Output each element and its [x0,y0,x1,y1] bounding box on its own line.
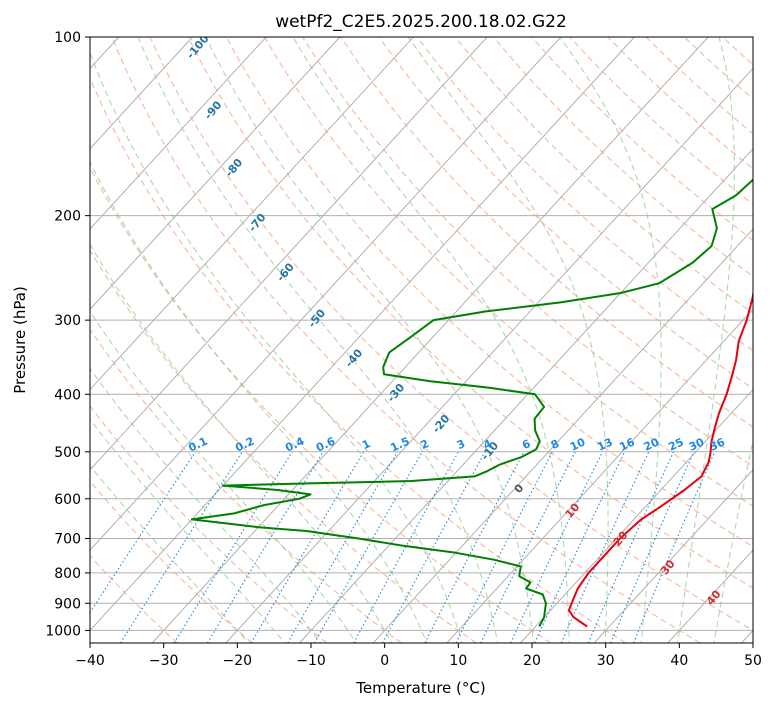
plot-area [90,37,753,643]
chart-title: wetPf2_C2E5.2025.200.18.02.G22 [275,12,567,32]
dry-adiabat [302,37,753,467]
mixing-ratio-line [353,451,459,643]
y-tick-label: 300 [54,313,81,329]
moist-adiabat [90,367,322,643]
dry-adiabat [90,76,626,643]
x-tick-label: 20 [523,653,541,669]
x-tick-label: 40 [670,653,688,669]
y-tick-label: 900 [54,596,81,612]
y-tick-label: 100 [54,30,81,46]
y-tick-label: 700 [54,532,81,548]
moist-adiabat [713,437,753,643]
temperature-profile-line [567,289,753,628]
y-tick-label: 400 [54,387,81,403]
mixing-ratio-label: 13 [595,435,614,453]
isotherm-gridline [90,37,414,391]
mixing-ratio-line [90,451,196,614]
x-tick-label: −10 [296,653,326,669]
isotherm-gridline [372,228,753,643]
moist-adiabat [205,37,534,643]
dry-adiabat [263,37,753,507]
dry-adiabat [111,37,701,643]
mixing-ratio-line [120,451,243,643]
isotherm-gridline [90,37,488,471]
mixing-ratio-label: 30 [687,435,707,453]
x-tick-label: 30 [597,653,615,669]
axes: −40 −30 −20 −10 0 10 20 30 40 50 100 200 300 400 500 60… [45,30,762,669]
moist-adiabat [90,51,463,643]
y-tick-label: 200 [54,209,81,225]
y-tick-label: 1000 [45,623,81,639]
isotherm-gridline [90,37,267,230]
isotherm-gridline [90,37,635,632]
mixing-ratio-line [206,451,324,643]
mixing-ratio-line [633,451,716,643]
moist-adiabat [137,37,499,643]
isotherm-gridline [446,308,753,643]
dry-adiabat [187,37,753,589]
dry-adiabat [378,37,753,390]
y-axis-label: Pressure (hPa) [11,286,29,394]
isotherm-gridline [593,469,753,643]
x-axis-label: Temperature (°C) [355,679,485,697]
isotherm-gridline [520,388,753,643]
y-tick-label: 500 [54,445,81,461]
y-tick-label: 800 [54,566,81,582]
dry-adiabat [225,37,753,548]
x-tick-label: −30 [149,653,179,669]
moist-adiabat [90,464,250,643]
x-tick-label: −20 [223,653,253,669]
y-tick-label: 600 [54,492,81,508]
dry-adiabat [90,249,477,643]
dry-adiabat [90,480,253,643]
isotherm-gridline [90,37,193,150]
dry-adiabat [90,554,178,643]
dry-adiabat [340,37,753,428]
moist-adiabat [292,37,570,643]
isotherm-gridline [90,37,562,551]
moist-adiabat [90,160,428,643]
plot-frame [89,36,754,644]
isotherm-gridline [90,37,341,311]
mixing-ratio-line [455,451,553,643]
moist-adiabat [90,418,286,643]
dewpoint-profile-line [190,178,753,627]
moist-adiabat [90,310,357,643]
mixing-ratio-line [480,451,576,643]
mixing-ratio-line [610,451,695,643]
isotherm-gridline [151,37,709,643]
mixing-ratio-label: 10 [568,435,588,453]
moist-adiabat [677,37,735,643]
dry-adiabat [149,37,753,632]
mixing-ratio-label: 20 [642,435,662,453]
mixing-ratio-label: 16 [617,435,637,453]
mixing-ratio-label: 25 [666,435,685,453]
moist-adiabat [90,243,393,643]
mixing-ratio-line [382,451,486,643]
x-tick-label: 0 [380,653,389,669]
x-tick-label: −40 [75,653,105,669]
moist-adiabat [407,37,609,643]
x-tick-label: 10 [449,653,467,669]
x-tick-label: 50 [744,653,762,669]
isotherm-gridline [225,67,753,643]
dry-adiabat [90,166,552,643]
mixing-ratio-line [587,451,675,643]
mixing-ratio-label: 36 [708,435,728,453]
